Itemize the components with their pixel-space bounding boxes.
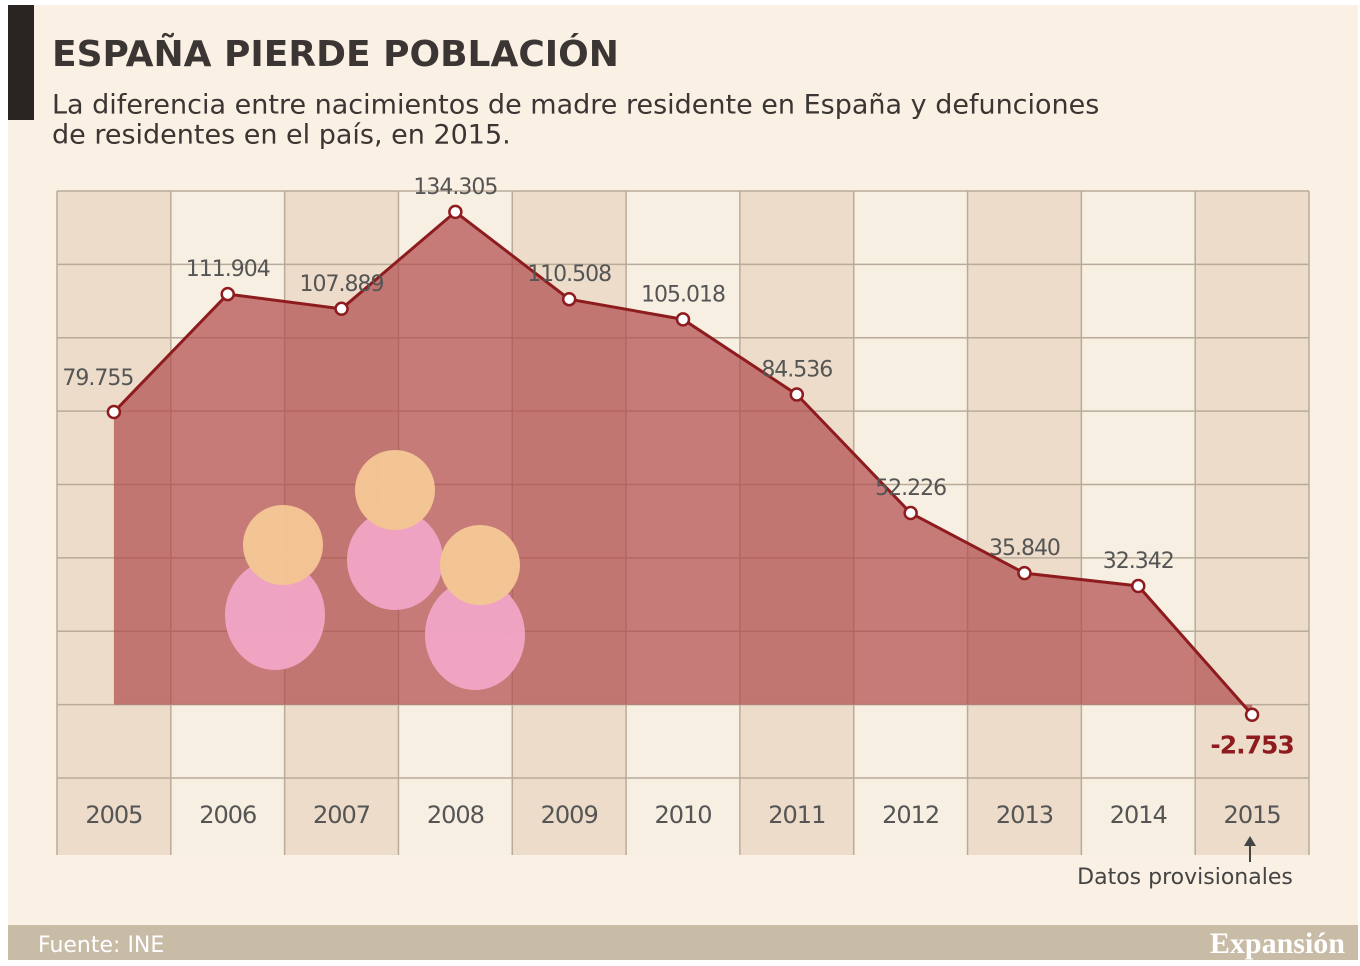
marker (1246, 709, 1258, 721)
marker (791, 388, 803, 400)
x-tick-label: 2009 (541, 801, 598, 829)
column (1081, 191, 1195, 855)
value-label: 79.755 (62, 366, 133, 391)
chart-title: ESPAÑA PIERDE POBLACIÓN (52, 33, 619, 75)
x-tick-label: 2007 (313, 801, 370, 829)
chart: ESPAÑA PIERDE POBLACIÓN La diferencia en… (0, 0, 1360, 966)
value-label: 32.342 (1103, 549, 1174, 574)
value-label: 35.840 (989, 536, 1060, 561)
marker (563, 293, 575, 305)
value-label: 134.305 (413, 175, 497, 200)
marker (1018, 567, 1030, 579)
value-label: 52.226 (875, 476, 946, 501)
value-label: 110.508 (527, 262, 611, 287)
subtitle: de residentes en el país, en 2015. (52, 120, 511, 151)
value-label: 111.904 (186, 257, 270, 282)
value-label: 105.018 (641, 282, 725, 307)
x-tick-label: 2010 (654, 801, 711, 829)
x-tick-label: 2012 (882, 801, 939, 829)
title-bar (8, 5, 34, 120)
x-tick-label: 2014 (1110, 801, 1167, 829)
marker (222, 288, 234, 300)
x-tick-label: 2006 (199, 801, 256, 829)
marker (677, 313, 689, 325)
x-tick-label: 2008 (427, 801, 484, 829)
marker (1132, 580, 1144, 592)
annotation: Datos provisionales (1077, 865, 1293, 890)
column (968, 191, 1082, 855)
value-label: 84.536 (761, 357, 832, 382)
marker (449, 206, 461, 218)
x-tick-label: 2011 (768, 801, 825, 829)
subtitle: La diferencia entre nacimientos de madre… (52, 90, 1099, 121)
marker (905, 507, 917, 519)
marker (108, 406, 120, 418)
marker (336, 303, 348, 315)
x-tick-label: 2015 (1224, 801, 1281, 829)
value-label: -2.753 (1210, 731, 1293, 760)
source: Fuente: INE (38, 933, 164, 958)
x-tick-label: 2005 (85, 801, 142, 829)
value-label: 107.889 (300, 272, 384, 297)
x-tick-label: 2013 (996, 801, 1053, 829)
brand: Expansión (1210, 927, 1345, 960)
footer (8, 925, 1358, 960)
